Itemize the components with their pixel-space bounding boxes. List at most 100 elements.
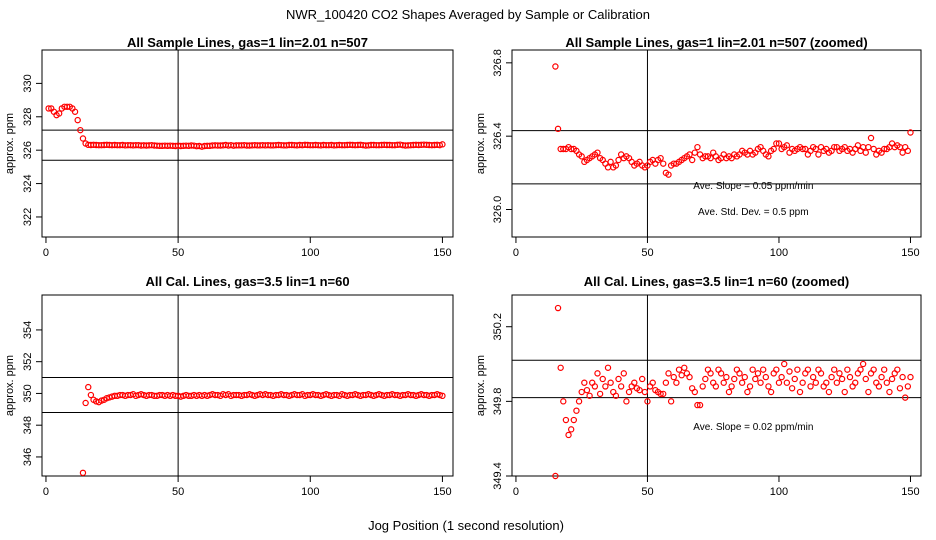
- data-point: [79, 135, 87, 142]
- data-point: [746, 383, 754, 390]
- data-point: [817, 370, 825, 377]
- data-point: [591, 383, 599, 390]
- data-point: [902, 394, 909, 401]
- data-point: [859, 143, 867, 151]
- data-point: [804, 366, 812, 373]
- data-point: [799, 145, 806, 153]
- data-point: [583, 386, 591, 394]
- data-point: [678, 372, 685, 379]
- data-point: [749, 366, 756, 373]
- data-point: [699, 383, 706, 390]
- data-point: [875, 383, 883, 390]
- chart-panel-4: All Cal. Lines, gas=3.5 lin=1 n=60 (zoom…: [475, 274, 922, 498]
- x-tick-label: 100: [770, 247, 788, 259]
- data-point: [823, 379, 830, 386]
- data-point: [765, 383, 772, 390]
- data-point: [623, 398, 630, 405]
- data-point: [625, 388, 633, 396]
- data-point: [691, 149, 699, 156]
- data-point: [552, 63, 559, 70]
- panel-title: All Cal. Lines, gas=3.5 lin=1 n=60: [145, 274, 349, 289]
- data-point: [833, 379, 841, 386]
- plot-frame: [41, 294, 454, 477]
- data-point: [880, 145, 888, 153]
- data-point: [904, 147, 912, 155]
- data-point: [694, 143, 701, 151]
- data-point: [702, 375, 709, 383]
- data-point: [899, 149, 906, 156]
- x-tick-label: 0: [513, 247, 519, 259]
- data-point: [602, 383, 609, 390]
- y-tick-label: 348: [22, 416, 34, 434]
- data-point: [594, 149, 601, 156]
- y-tick-label: 326.0: [492, 196, 504, 224]
- y-tick-label: 352: [22, 353, 34, 371]
- x-tick-label: 0: [513, 486, 519, 498]
- plot-frame: [41, 49, 454, 238]
- y-tick-label: 328: [22, 108, 34, 126]
- data-point: [812, 379, 819, 386]
- data-point: [786, 368, 793, 375]
- data-point: [725, 388, 733, 396]
- data-point: [807, 383, 814, 390]
- figure-title: NWR_100420 CO2 Shapes Averaged by Sample…: [286, 7, 650, 22]
- data-point: [799, 379, 806, 386]
- data-point: [844, 366, 851, 373]
- data-point: [802, 145, 809, 153]
- chart-panels: All Sample Lines, gas=1 lin=2.01 n=507 0 5…: [4, 35, 922, 498]
- x-tick-label: 150: [901, 486, 919, 498]
- x-tick-label: 100: [770, 486, 788, 498]
- data-point: [896, 385, 904, 392]
- data-point: [686, 373, 693, 381]
- y-tick-label: 330: [22, 74, 34, 92]
- data-point: [586, 392, 593, 399]
- data-point: [631, 379, 638, 386]
- y-axis-label: approx. ppm: [4, 113, 16, 174]
- data-point: [702, 153, 709, 160]
- data-point: [852, 379, 859, 386]
- data-point: [796, 388, 804, 396]
- data-point: [744, 388, 751, 396]
- data-point: [85, 383, 92, 391]
- data-point: [831, 366, 838, 373]
- data-point: [731, 375, 738, 383]
- data-point: [439, 141, 446, 148]
- data-point: [98, 397, 105, 404]
- x-tick-label: 150: [901, 247, 919, 259]
- data-point: [846, 373, 854, 381]
- data-point: [612, 392, 620, 399]
- data-point: [899, 373, 906, 381]
- y-axis-label: approx. ppm: [475, 355, 487, 416]
- y-tick-label: 322: [22, 208, 34, 226]
- data-point: [781, 360, 788, 368]
- panel-annotation: Ave. Slope = 0.05 ppm/min: [693, 181, 813, 192]
- data-point: [615, 375, 622, 383]
- data-point: [615, 156, 622, 164]
- data-point: [707, 154, 714, 162]
- data-point: [723, 373, 730, 381]
- data-point: [767, 388, 775, 396]
- y-tick-label: 326.8: [492, 49, 504, 77]
- data-point: [907, 129, 914, 136]
- data-point: [788, 385, 796, 392]
- data-point: [82, 399, 89, 407]
- data-point: [741, 373, 748, 381]
- data-point: [762, 373, 770, 381]
- data-point: [862, 149, 869, 156]
- y-tick-label: 350: [22, 384, 34, 402]
- data-point: [667, 398, 675, 405]
- data-point: [581, 379, 588, 386]
- data-point: [880, 366, 888, 373]
- data-point: [752, 375, 759, 383]
- x-tick-label: 50: [641, 486, 653, 498]
- figure-x-axis-label: Jog Position (1 second resolution): [368, 518, 564, 533]
- data-point: [688, 156, 696, 164]
- data-point: [859, 360, 867, 368]
- data-point: [857, 366, 864, 373]
- panel-annotation: Ave. Slope = 0.02 ppm/min: [693, 422, 813, 433]
- data-point: [812, 145, 819, 153]
- x-tick-label: 150: [433, 486, 451, 498]
- data-point: [662, 379, 670, 386]
- panel-annotation: Ave. Std. Dev. = 0.5 ppm: [698, 207, 809, 218]
- data-point: [607, 379, 614, 386]
